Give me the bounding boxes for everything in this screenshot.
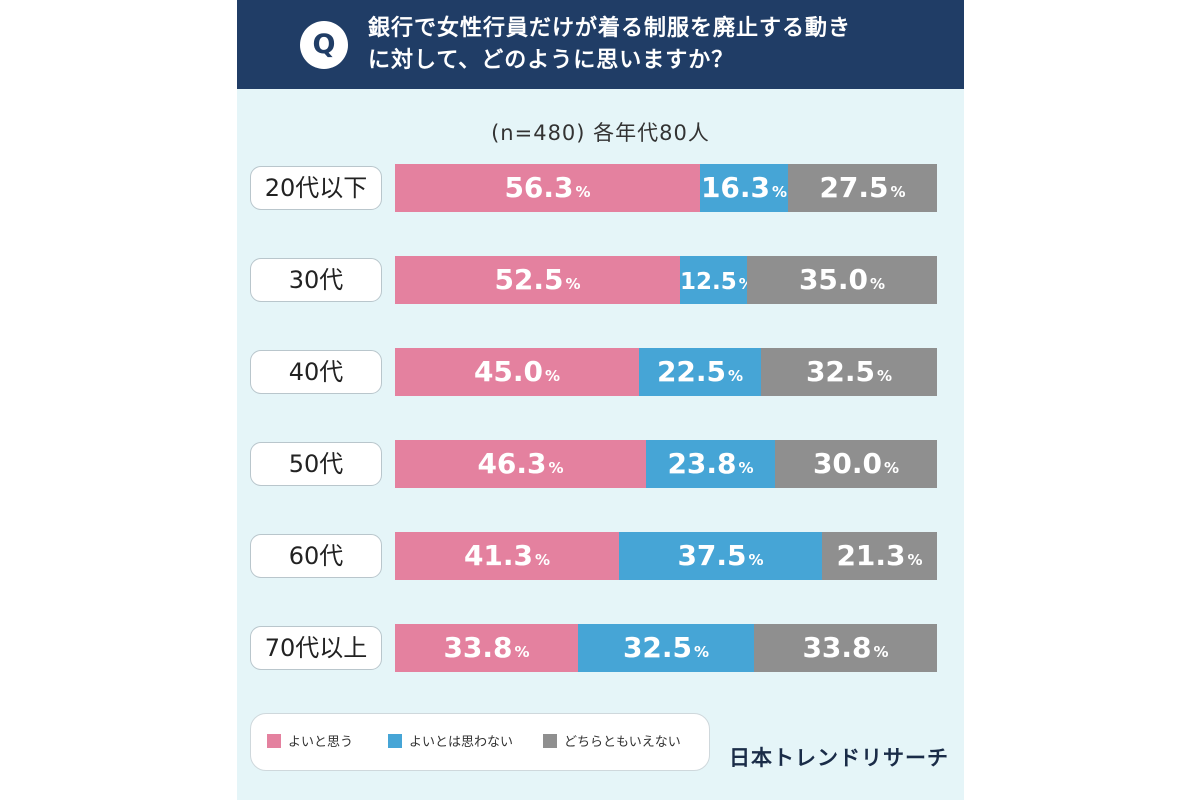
stacked-bar: 46.3% 23.8% 30.0%	[395, 440, 937, 488]
data-label: 41.3	[463, 539, 534, 572]
data-label: 27.5	[819, 171, 889, 204]
data-label: 35.0	[798, 263, 869, 296]
legend-item: よいとは思わない	[388, 734, 513, 752]
data-label-unit: %	[877, 367, 893, 385]
legend-item: どちらともいえない	[543, 734, 681, 752]
bar-segment: 22.5%	[639, 348, 761, 396]
bar-segment: 35.0%	[747, 256, 937, 304]
data-label-unit: %	[514, 643, 530, 661]
data-label: 33.8	[443, 631, 513, 664]
data-label-unit: %	[728, 367, 744, 385]
bar-segment: 12.5%	[680, 256, 748, 304]
data-label-unit: %	[739, 275, 748, 293]
data-label: 56.3	[504, 171, 574, 204]
data-label: 30.0	[812, 447, 883, 480]
data-label-unit: %	[694, 643, 710, 661]
data-label-unit: %	[772, 183, 788, 201]
data-label: 22.5	[656, 355, 727, 388]
data-label-unit: %	[873, 643, 889, 661]
bar-segment: 46.3%	[395, 440, 646, 488]
legend-swatch	[388, 734, 402, 748]
legend-label: どちらともいえない	[564, 735, 681, 750]
data-label-unit: %	[548, 459, 564, 477]
bar-segment: 30.0%	[775, 440, 937, 488]
question-header: Q 銀行で女性行員だけが着る制服を廃止する動き に対して、どのように思いますか？	[237, 0, 964, 89]
question-line-2: に対して、どのように思いますか？	[368, 48, 735, 73]
data-label-unit: %	[738, 459, 754, 477]
chart-panel: Q 銀行で女性行員だけが着る制服を廃止する動き に対して、どのように思いますか？…	[237, 0, 964, 800]
legend-swatch	[543, 734, 557, 748]
question-line-1: 銀行で女性行員だけが着る制服を廃止する動き	[368, 16, 852, 41]
bar-segment: 33.8%	[395, 624, 578, 672]
data-label: 16.3	[700, 171, 771, 204]
data-label: 46.3	[477, 447, 547, 480]
bar-segment: 52.5%	[395, 256, 680, 304]
stacked-bar: 33.8% 32.5% 33.8%	[395, 624, 937, 672]
category-label: 20代以下	[250, 166, 382, 210]
data-label-unit: %	[870, 275, 886, 293]
question-text: 銀行で女性行員だけが着る制服を廃止する動き に対して、どのように思いますか？	[368, 13, 948, 77]
category-label: 30代	[250, 258, 382, 302]
data-label-unit: %	[884, 459, 900, 477]
bar-segment: 21.3%	[822, 532, 937, 580]
stacked-bar: 56.3% 16.3% 27.5%	[395, 164, 937, 212]
data-label: 32.5	[805, 355, 876, 388]
data-label-unit: %	[890, 183, 906, 201]
brand-logo: 日本トレンドリサーチ	[729, 746, 949, 770]
bar-segment: 56.3%	[395, 164, 700, 212]
data-label-unit: %	[575, 183, 591, 201]
legend-label: よいと思う	[288, 735, 354, 750]
bar-segment: 32.5%	[761, 348, 937, 396]
category-label: 50代	[250, 442, 382, 486]
bar-segment: 16.3%	[700, 164, 788, 212]
data-label-unit: %	[907, 551, 923, 569]
stacked-bar: 45.0% 22.5% 32.5%	[395, 348, 937, 396]
bar-segment: 33.8%	[754, 624, 937, 672]
bar-segment: 37.5%	[619, 532, 822, 580]
data-label: 52.5	[494, 263, 564, 296]
legend-label: よいとは思わない	[409, 735, 514, 750]
data-label: 32.5	[622, 631, 693, 664]
data-label: 37.5	[677, 539, 747, 572]
bar-segment: 23.8%	[646, 440, 775, 488]
data-label-unit: %	[748, 551, 764, 569]
data-label: 45.0	[473, 355, 544, 388]
data-label: 23.8	[667, 447, 737, 480]
bar-segment: 27.5%	[788, 164, 937, 212]
data-label: 21.3	[836, 539, 906, 572]
data-label: 33.8	[802, 631, 872, 664]
legend-swatch	[267, 734, 281, 748]
chart-legend: よいと思う よいとは思わない どちらともいえない	[250, 713, 710, 771]
stacked-bar: 41.3% 37.5% 21.3%	[395, 532, 937, 580]
data-label-unit: %	[545, 367, 561, 385]
category-label: 40代	[250, 350, 382, 394]
data-label: 12.5	[680, 269, 737, 295]
category-label: 60代	[250, 534, 382, 578]
data-label-unit: %	[535, 551, 551, 569]
question-badge: Q	[300, 21, 348, 69]
bar-segment: 45.0%	[395, 348, 639, 396]
bar-segment: 32.5%	[578, 624, 754, 672]
stacked-bar: 52.5%12.5%35.0%	[395, 256, 937, 304]
sample-note: (n=480) 各年代80人	[491, 121, 710, 145]
bar-segment: 41.3%	[395, 532, 619, 580]
data-label-unit: %	[565, 275, 581, 293]
legend-item: よいと思う	[267, 734, 353, 752]
category-label: 70代以上	[250, 626, 382, 670]
